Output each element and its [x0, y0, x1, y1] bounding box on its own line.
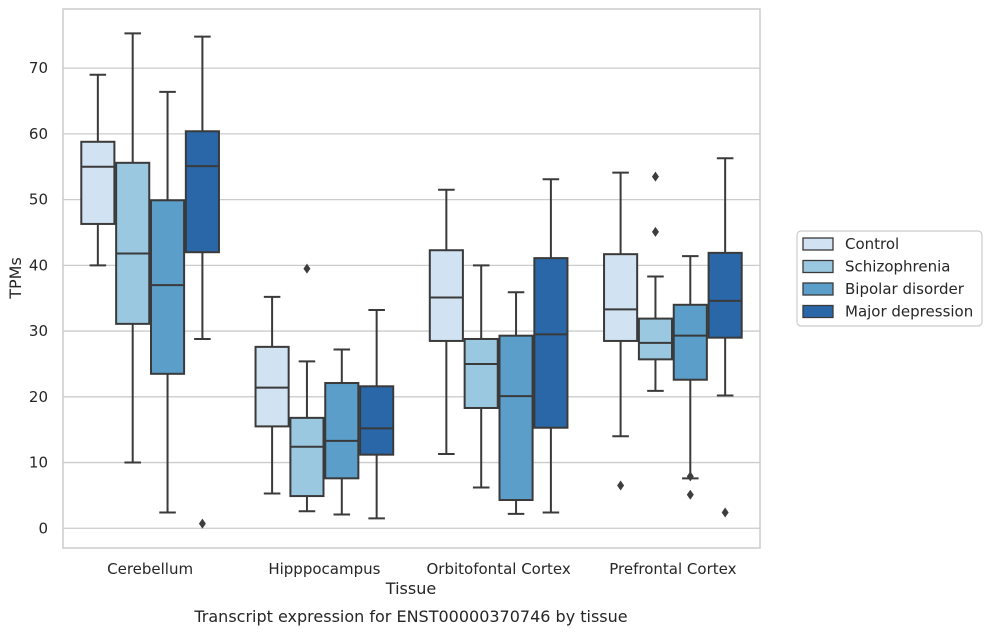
x-axis-label: Tissue [385, 579, 436, 598]
x-tick-label: Hipppocampus [268, 560, 380, 578]
outlier-point [686, 489, 694, 500]
x-tick-label: Prefrontal Cortex [609, 560, 736, 578]
box-body [428, 249, 464, 342]
legend-label: Major depression [845, 303, 973, 321]
box-body [184, 130, 220, 254]
y-axis-ticks: 0 10 20 30 40 50 60 70 [29, 59, 48, 537]
y-tick-label: 30 [29, 322, 48, 340]
box-series [80, 32, 743, 529]
box-body [603, 253, 639, 342]
legend-swatch [802, 237, 834, 251]
box-body [463, 337, 499, 409]
outlier-point [198, 518, 206, 529]
box-body [498, 334, 534, 502]
y-tick-label: 0 [38, 519, 48, 537]
box-body [115, 161, 151, 325]
legend-label: Schizophrenia [845, 258, 950, 276]
box-body [80, 140, 116, 225]
outlier-point [651, 171, 659, 182]
box-body [637, 317, 674, 361]
outlier-point [617, 480, 625, 491]
box-body [289, 416, 325, 498]
legend-label: Control [845, 235, 899, 253]
y-tick-label: 50 [29, 191, 48, 209]
outlier-point [303, 263, 311, 274]
legend-label: Bipolar disorder [845, 280, 965, 298]
box-body [533, 257, 569, 429]
y-tick-label: 70 [29, 59, 48, 77]
chart-caption: Transcript expression for ENST0000037074… [193, 607, 627, 626]
x-tick-label: Orbitofontal Cortex [427, 560, 571, 578]
outlier-point [651, 226, 659, 237]
y-tick-label: 10 [29, 454, 48, 472]
y-tick-label: 60 [29, 125, 48, 143]
box-body [359, 385, 395, 456]
outlier-point [721, 507, 729, 518]
y-tick-label: 40 [29, 256, 48, 274]
x-axis-ticks: Cerebellum Hipppocampus Orbitofontal Corte… [107, 560, 736, 578]
box-body [707, 251, 743, 339]
x-tick-label: Cerebellum [107, 560, 193, 578]
box-body [672, 303, 708, 381]
y-axis-label: TPMs [6, 257, 25, 300]
y-tick-label: 20 [29, 388, 48, 406]
legend-swatch [802, 304, 834, 319]
plot-frame [62, 8, 761, 549]
box-body [149, 199, 186, 375]
legend-swatch [802, 259, 834, 274]
legend-swatch [802, 282, 834, 296]
box-body [324, 382, 360, 480]
legend-frame [796, 230, 983, 327]
legend: Control Schizophrenia Bipolar disorder Majo… [796, 230, 983, 327]
outlier-point [686, 471, 694, 482]
